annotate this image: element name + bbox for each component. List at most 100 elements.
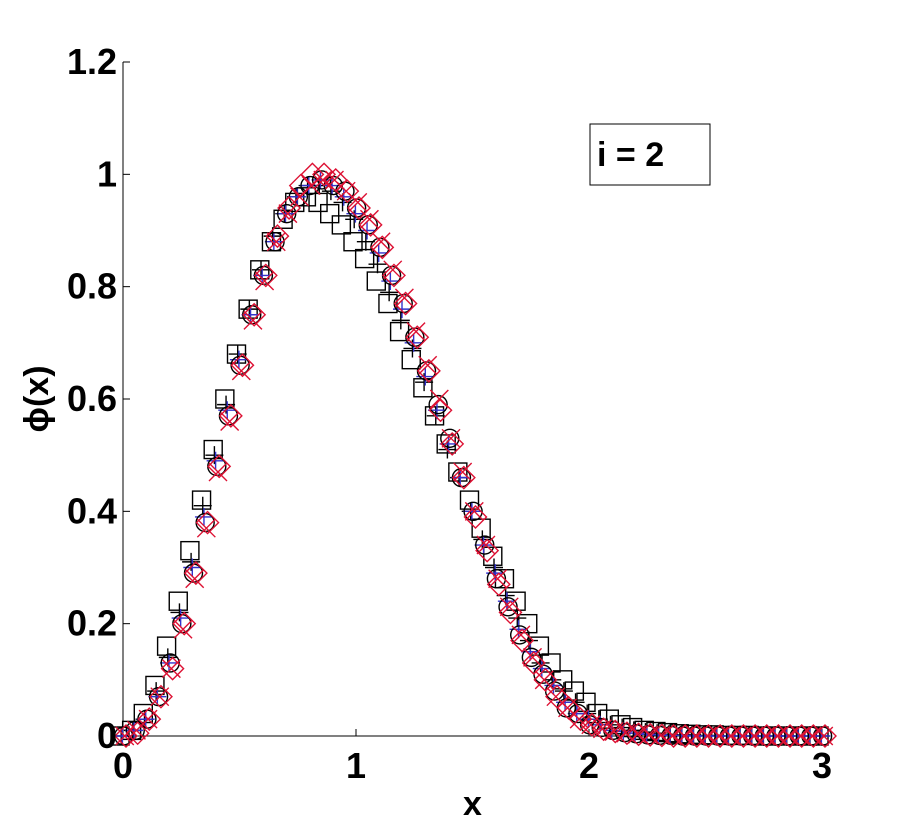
circle-marker	[265, 232, 285, 252]
diamond-marker	[370, 235, 395, 260]
square-marker	[354, 248, 375, 269]
x-marker	[359, 209, 379, 229]
plus-marker	[288, 187, 307, 206]
x-tick-label: 0	[113, 745, 133, 786]
circle-marker	[160, 653, 180, 673]
diamond-marker	[789, 724, 814, 748]
x-marker	[464, 501, 484, 521]
plus-marker	[148, 687, 167, 706]
plus-marker	[241, 305, 260, 324]
x-marker	[220, 411, 240, 431]
y-tick-label: 0	[97, 715, 117, 756]
diamond-marker	[160, 656, 185, 681]
circle-marker	[521, 647, 542, 668]
square-marker	[331, 215, 352, 235]
x-tick-label: 3	[812, 745, 832, 786]
diamond-marker	[218, 403, 243, 428]
square-marker	[145, 675, 165, 696]
y-tick-label: 0.6	[67, 378, 117, 419]
plus-marker	[508, 609, 527, 628]
square-marker	[156, 636, 177, 656]
diamond-marker	[649, 723, 674, 748]
diamond-marker	[801, 724, 826, 748]
square-marker	[378, 293, 398, 314]
x-tick-label: 1	[346, 745, 366, 786]
diamond-marker	[463, 504, 488, 529]
x-marker	[453, 462, 473, 482]
circle-marker	[568, 703, 588, 724]
x-marker	[266, 232, 286, 252]
series-6-diamond	[114, 162, 837, 748]
plus-marker	[567, 704, 586, 723]
diamond-marker	[486, 572, 511, 597]
x-marker	[383, 260, 403, 280]
x-marker	[394, 288, 414, 308]
circle-marker	[463, 501, 483, 522]
x-marker	[418, 355, 438, 375]
diamond-marker	[253, 263, 278, 288]
diamond-marker	[743, 724, 768, 748]
diamond-marker	[638, 722, 663, 747]
x-marker	[243, 310, 263, 330]
diamond-marker	[603, 719, 628, 744]
x-axis-label: x	[463, 785, 482, 823]
x-tick-label: 2	[579, 745, 599, 786]
y-axis-label: ϕ(x)	[18, 365, 56, 432]
data-markers	[110, 162, 837, 748]
x-marker	[255, 271, 275, 291]
x-marker	[441, 428, 461, 448]
diamond-marker	[580, 712, 604, 737]
plus-marker	[474, 536, 493, 555]
plus-marker	[812, 727, 831, 745]
square-marker	[448, 462, 468, 482]
x-marker	[348, 192, 368, 212]
diamond-marker	[312, 162, 337, 187]
diamond-marker	[626, 722, 651, 747]
circle-marker	[510, 625, 530, 645]
diamond-marker	[533, 667, 558, 692]
annotation-box: i = 2	[589, 123, 711, 186]
diamond-marker	[440, 431, 465, 456]
square-marker	[308, 192, 328, 213]
diamond-marker	[300, 162, 325, 187]
plus-marker	[276, 204, 295, 223]
diamond-marker	[195, 510, 220, 535]
tick-labels: 0 1 2 3 0 0.2 0.4 0.6 0.8 1 1.2	[67, 41, 832, 786]
plus-marker	[356, 232, 375, 251]
plus-marker	[125, 721, 144, 740]
diamond-marker	[731, 724, 756, 748]
square-marker	[401, 349, 421, 370]
x-marker	[499, 597, 519, 617]
diamond-marker	[498, 600, 523, 625]
x-marker	[185, 569, 205, 589]
square-marker	[273, 209, 293, 229]
square-marker	[191, 490, 212, 510]
diamond-marker	[183, 561, 208, 586]
diamond-marker	[230, 353, 255, 378]
circle-marker	[300, 175, 320, 196]
diamond-marker	[719, 724, 744, 748]
x-marker	[511, 625, 531, 645]
diamond-marker	[381, 263, 406, 288]
circle-marker	[440, 428, 460, 449]
square-marker	[168, 591, 188, 611]
diamond-marker	[766, 724, 791, 748]
circle-marker	[475, 535, 495, 555]
plus-marker	[368, 255, 387, 274]
diamond-marker	[416, 358, 441, 383]
circle-marker	[311, 170, 332, 190]
x-marker	[196, 518, 216, 538]
plus-marker	[193, 496, 212, 515]
diamond-marker	[521, 650, 546, 675]
x-marker	[488, 569, 508, 589]
diamond-marker	[510, 628, 535, 653]
diamond-marker	[114, 724, 138, 748]
y-tick-label: 1	[97, 153, 117, 194]
diamond-marker	[451, 465, 476, 490]
diamond-marker	[778, 724, 803, 748]
circle-marker	[125, 720, 145, 741]
diamond-marker	[347, 196, 371, 221]
plus-marker	[462, 502, 481, 521]
diamond-marker	[277, 196, 302, 221]
